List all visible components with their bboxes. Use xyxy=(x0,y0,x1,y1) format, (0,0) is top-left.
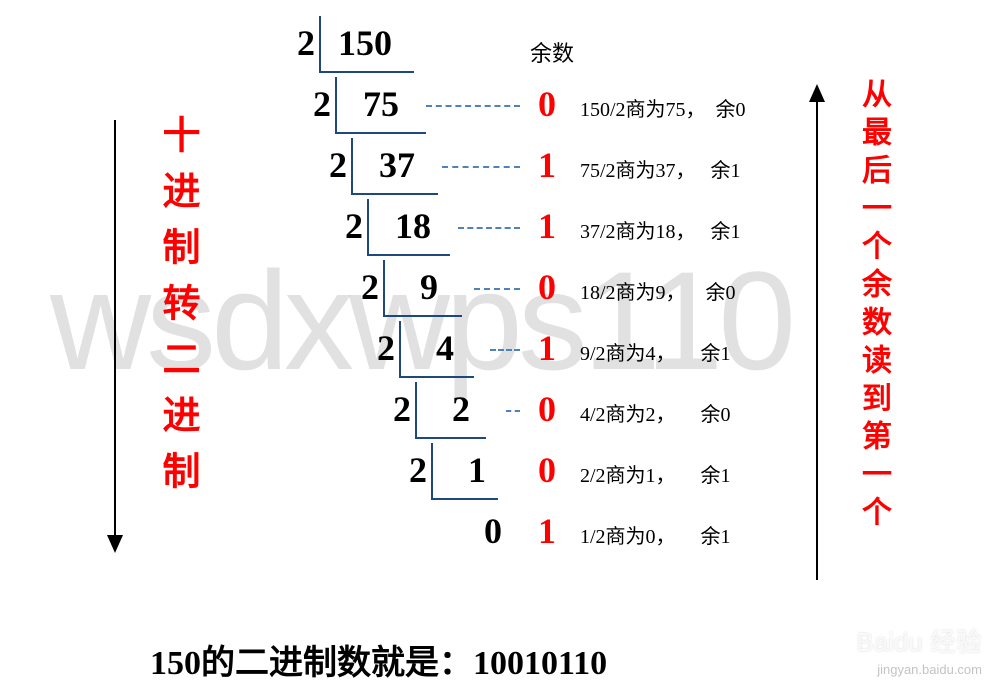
division-bracket-vertical xyxy=(319,16,321,71)
remainder-value: 1 xyxy=(532,510,562,552)
baidu-logo: Baidu 经验 xyxy=(856,622,982,659)
step-explanation: 150/2商为75， 余0 xyxy=(580,93,746,122)
division-bracket-vertical xyxy=(367,199,369,254)
divisor-value: 2 xyxy=(355,327,395,369)
quotient-value: 1 xyxy=(442,449,512,491)
division-bracket-vertical xyxy=(335,77,337,132)
left-arrow-head xyxy=(107,535,123,553)
dashed-connector xyxy=(458,227,520,229)
remainder-value: 0 xyxy=(532,449,562,491)
divisor-value: 2 xyxy=(291,83,331,125)
division-bracket-vertical xyxy=(351,138,353,193)
right-arrow-head xyxy=(809,84,825,102)
division-bracket-horizontal xyxy=(431,498,498,500)
left-vertical-title: 十进制转二进制 xyxy=(150,115,205,507)
division-bracket-horizontal xyxy=(319,71,414,73)
division-bracket-horizontal xyxy=(335,132,426,134)
division-bracket-horizontal xyxy=(415,437,486,439)
step-explanation: 1/2商为0， 余1 xyxy=(580,520,731,549)
result-value: 10010110 xyxy=(473,645,607,682)
divisor-value: 2 xyxy=(275,22,315,64)
baidu-url: jingyan.baidu.com xyxy=(877,662,982,677)
remainder-value: 0 xyxy=(532,83,562,125)
step-explanation: 4/2商为2， 余0 xyxy=(580,398,731,427)
remainder-value: 1 xyxy=(532,205,562,247)
quotient-value: 18 xyxy=(378,205,448,247)
right-arrow-shaft xyxy=(816,100,818,580)
division-bracket-horizontal xyxy=(383,315,462,317)
quotient-value: 37 xyxy=(362,144,432,186)
division-bracket-horizontal xyxy=(399,376,474,378)
step-explanation: 9/2商为4， 余1 xyxy=(580,337,731,366)
dashed-connector xyxy=(442,166,520,168)
division-bracket-vertical xyxy=(399,321,401,376)
quotient-value: 2 xyxy=(426,388,496,430)
quotient-value: 9 xyxy=(394,266,464,308)
dashed-connector xyxy=(426,105,520,107)
remainder-value: 1 xyxy=(532,327,562,369)
division-bracket-vertical xyxy=(431,443,433,498)
remainder-value: 1 xyxy=(532,144,562,186)
division-bracket-vertical xyxy=(415,382,417,437)
division-bracket-horizontal xyxy=(351,193,438,195)
quotient-value: 75 xyxy=(346,83,416,125)
dashed-connector xyxy=(490,349,520,351)
dashed-connector xyxy=(474,288,520,290)
step-explanation: 75/2商为37， 余1 xyxy=(580,154,741,183)
quotient-value: 0 xyxy=(458,510,528,552)
quotient-value: 150 xyxy=(330,22,400,64)
divisor-value: 2 xyxy=(387,449,427,491)
step-explanation: 37/2商为18， 余1 xyxy=(580,215,741,244)
divisor-value: 2 xyxy=(339,266,379,308)
step-explanation: 18/2商为9， 余0 xyxy=(580,276,736,305)
divisor-value: 2 xyxy=(307,144,347,186)
remainder-value: 0 xyxy=(532,388,562,430)
result-text: 150的二进制数就是：10010110 xyxy=(150,635,607,684)
division-bracket-horizontal xyxy=(367,254,450,256)
divisor-value: 2 xyxy=(371,388,411,430)
quotient-value: 4 xyxy=(410,327,480,369)
step-explanation: 2/2商为1， 余1 xyxy=(580,459,731,488)
right-vertical-title: 从最后一个余数读到第一个 xyxy=(855,78,891,534)
dashed-connector xyxy=(506,410,520,412)
result-label: 150的二进制数就是： xyxy=(150,645,473,682)
remainder-value: 0 xyxy=(532,266,562,308)
remainder-column-header: 余数 xyxy=(530,36,574,68)
left-arrow-shaft xyxy=(114,120,116,540)
division-bracket-vertical xyxy=(383,260,385,315)
divisor-value: 2 xyxy=(323,205,363,247)
